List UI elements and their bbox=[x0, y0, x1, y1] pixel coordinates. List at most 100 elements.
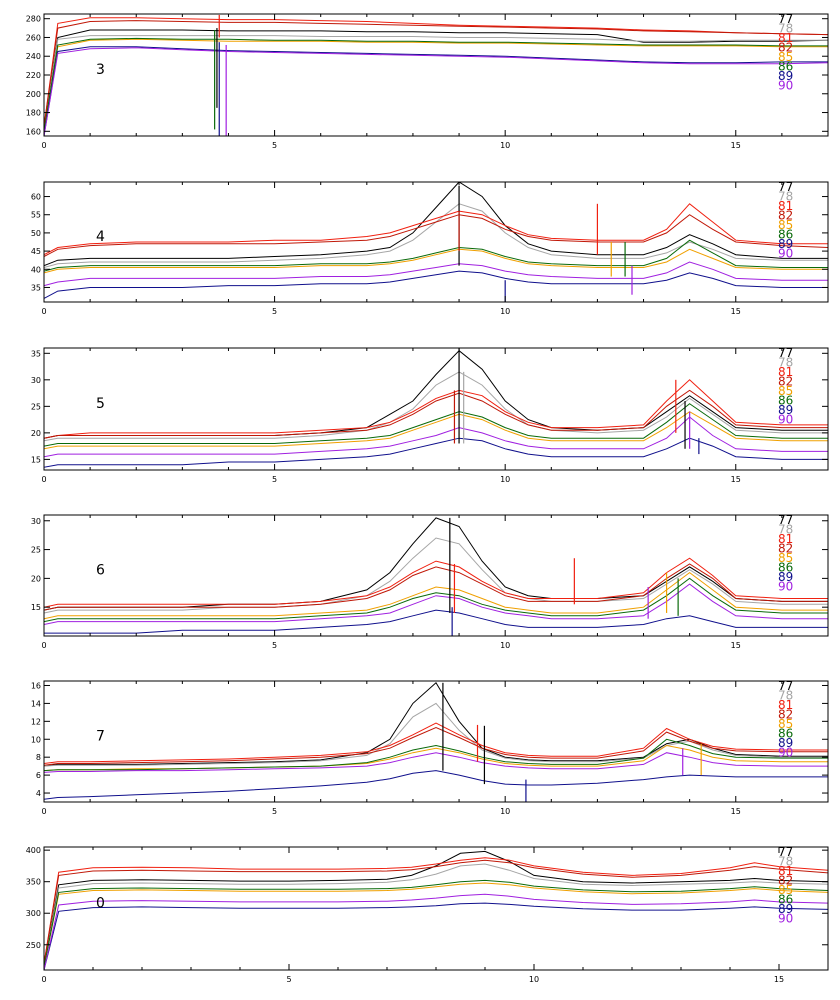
series-line-89 bbox=[44, 437, 828, 468]
legend-label-82: 82 bbox=[778, 209, 793, 223]
legend-label-81: 81 bbox=[778, 532, 793, 546]
y-tick-label: 35 bbox=[31, 283, 41, 292]
series-group bbox=[44, 182, 828, 302]
x-tick-label: 5 bbox=[272, 307, 277, 316]
x-tick-label: 0 bbox=[41, 141, 46, 150]
x-tick-label: 10 bbox=[500, 807, 510, 816]
panel-number-label: 6 bbox=[96, 562, 105, 578]
legend-label-89: 89 bbox=[778, 403, 793, 417]
series-line-81 bbox=[44, 722, 828, 764]
legend-label-78: 78 bbox=[778, 523, 793, 537]
x-tick-label: 0 bbox=[41, 475, 46, 484]
y-tick-label: 400 bbox=[26, 846, 41, 855]
series-group bbox=[44, 682, 828, 802]
axes-frame bbox=[43, 347, 829, 471]
series-line-85 bbox=[44, 882, 828, 967]
panel-number-label: 3 bbox=[96, 62, 105, 78]
legend-label-90: 90 bbox=[778, 79, 793, 93]
legend-label-90: 90 bbox=[778, 247, 793, 261]
series-line-82 bbox=[44, 389, 828, 439]
y-tick-label: 15 bbox=[31, 455, 41, 464]
series-line-90 bbox=[44, 752, 828, 773]
series-line-78 bbox=[44, 35, 828, 132]
legend-label-77: 77 bbox=[778, 845, 793, 859]
legend-label-82: 82 bbox=[778, 874, 793, 888]
x-tick-label: 15 bbox=[731, 641, 741, 650]
legend-label-78: 78 bbox=[778, 22, 793, 36]
panel-number-label: 0 bbox=[96, 895, 105, 911]
y-tick-label: 20 bbox=[31, 574, 41, 583]
legend-label-90: 90 bbox=[778, 746, 793, 760]
series-line-81 bbox=[44, 857, 828, 964]
series-line-90 bbox=[44, 416, 828, 458]
legend-label-86: 86 bbox=[778, 228, 793, 242]
series-line-81 bbox=[44, 379, 828, 439]
series-line-82 bbox=[44, 563, 828, 611]
legend-label-86: 86 bbox=[778, 727, 793, 741]
series-line-90 bbox=[44, 583, 828, 625]
x-tick-label: 10 bbox=[500, 307, 510, 316]
series-line-81 bbox=[44, 203, 828, 256]
legend-label-78: 78 bbox=[778, 190, 793, 204]
y-tick-label: 55 bbox=[31, 211, 41, 220]
y-tick-label: 350 bbox=[26, 878, 41, 887]
y-tick-label: 16 bbox=[31, 681, 41, 690]
legend-label-78: 78 bbox=[778, 855, 793, 869]
legend-label-89: 89 bbox=[778, 237, 793, 251]
x-tick-label: 15 bbox=[731, 307, 741, 316]
x-tick-label: 15 bbox=[731, 141, 741, 150]
series-line-89 bbox=[44, 770, 828, 800]
legend-label-85: 85 bbox=[778, 883, 793, 897]
y-tick-label: 45 bbox=[31, 247, 41, 256]
axes-frame bbox=[43, 680, 829, 803]
series-line-89 bbox=[44, 609, 828, 634]
legend-label-85: 85 bbox=[778, 551, 793, 565]
y-tick-label: 20 bbox=[31, 429, 41, 438]
series-line-90 bbox=[44, 893, 828, 970]
x-tick-label: 10 bbox=[500, 475, 510, 484]
x-tick-label: 5 bbox=[272, 141, 277, 150]
y-tick-label: 15 bbox=[31, 603, 41, 612]
x-tick-label: 15 bbox=[774, 975, 784, 984]
series-line-82 bbox=[44, 859, 828, 964]
series-line-82 bbox=[44, 214, 828, 257]
y-tick-label: 30 bbox=[31, 376, 41, 385]
series-line-82 bbox=[44, 20, 828, 127]
legend-label-90: 90 bbox=[778, 912, 793, 926]
series-group bbox=[44, 14, 828, 136]
panel-number-label: 7 bbox=[96, 728, 105, 744]
legend-label-77: 77 bbox=[778, 679, 793, 693]
legend-label-86: 86 bbox=[778, 893, 793, 907]
x-tick-label: 0 bbox=[41, 641, 46, 650]
series-line-81 bbox=[44, 17, 828, 127]
x-tick-label: 0 bbox=[41, 807, 46, 816]
y-tick-label: 300 bbox=[26, 909, 41, 918]
x-tick-label: 0 bbox=[41, 307, 46, 316]
legend-label-78: 78 bbox=[778, 689, 793, 703]
y-tick-label: 14 bbox=[31, 699, 41, 708]
series-line-86 bbox=[44, 879, 828, 967]
panel-number-label: 4 bbox=[96, 229, 105, 245]
legend-label-77: 77 bbox=[778, 346, 793, 360]
legend-label-90: 90 bbox=[778, 580, 793, 594]
series-group bbox=[44, 348, 828, 468]
y-tick-label: 240 bbox=[26, 52, 41, 61]
y-tick-label: 30 bbox=[31, 517, 41, 526]
legend-label-82: 82 bbox=[778, 375, 793, 389]
series-line-89 bbox=[44, 902, 828, 970]
series-line-86 bbox=[44, 37, 828, 132]
legend-label-85: 85 bbox=[778, 384, 793, 398]
x-tick-label: 0 bbox=[41, 975, 46, 984]
series-line-86 bbox=[44, 738, 828, 772]
y-tick-label: 160 bbox=[26, 127, 41, 136]
y-tick-label: 12 bbox=[31, 717, 41, 726]
legend-label-86: 86 bbox=[778, 394, 793, 408]
y-tick-label: 280 bbox=[26, 15, 41, 24]
series-group bbox=[44, 850, 828, 970]
y-tick-label: 25 bbox=[31, 402, 41, 411]
